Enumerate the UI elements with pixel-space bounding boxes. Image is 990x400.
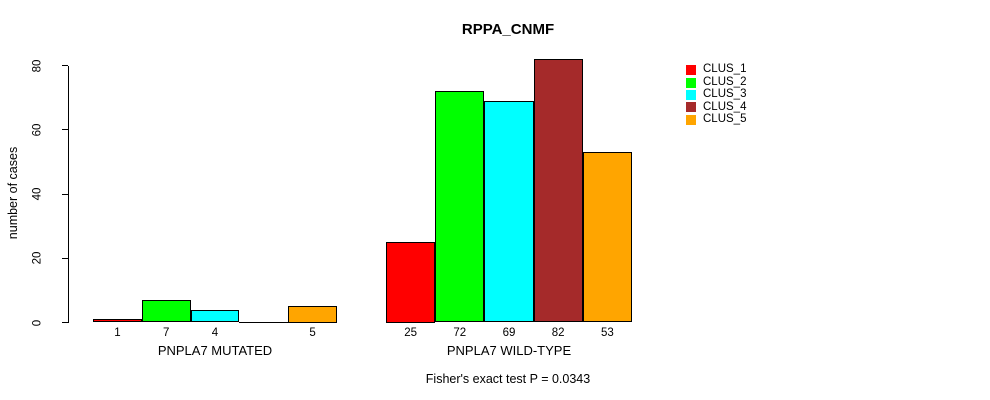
legend-swatch-clus_3 xyxy=(686,89,696,100)
y-tick-mark xyxy=(61,193,68,195)
y-tick-label: 0 xyxy=(31,319,44,326)
y-tick-label: 20 xyxy=(31,251,44,265)
bar-value-label: 69 xyxy=(502,327,516,339)
legend-label: CLUS_3 xyxy=(703,88,747,101)
bar-value-label: 25 xyxy=(404,327,417,339)
legend-swatch-clus_5 xyxy=(686,114,696,125)
y-tick-mark xyxy=(61,65,68,66)
bar-value-label: 4 xyxy=(211,327,219,339)
legend-label: CLUS_4 xyxy=(703,100,747,113)
legend-swatch-clus_1 xyxy=(686,65,696,76)
bar-value-label: 1 xyxy=(114,327,121,339)
y-tick-label: 60 xyxy=(31,123,44,137)
group-label-2: PNPLA7 WILD-TYPE xyxy=(446,343,572,358)
bar-value-label: 72 xyxy=(453,327,467,339)
annotation-text: Fisher's exact test P = 0.0343 xyxy=(425,372,591,386)
y-tick-label: 80 xyxy=(31,59,44,72)
legend-row-clus_5: CLUS_5 xyxy=(686,113,747,126)
legend-row-clus_4: CLUS_4 xyxy=(686,101,746,113)
legend-row-clus_2: CLUS_2 xyxy=(686,76,746,88)
legend-swatch-clus_4 xyxy=(686,102,696,113)
bar-clus_3-group1 xyxy=(190,309,240,323)
bar-clus_3-group2 xyxy=(484,100,534,323)
legend: CLUS_1 CLUS_2 CLUS_3 CLUS_4 CLUS_5 xyxy=(686,64,746,126)
bar-value-label: 7 xyxy=(162,327,170,339)
y-axis-label: number of cases xyxy=(6,146,20,240)
chart-title: RPPA_CNMF xyxy=(461,21,555,38)
legend-swatch-clus_2 xyxy=(686,77,696,88)
legend-label: CLUS_5 xyxy=(703,113,747,125)
y-axis-line xyxy=(67,65,69,323)
bar-clus_2-group2 xyxy=(435,91,485,323)
bar-clus_2-group1 xyxy=(141,300,191,323)
legend-label: CLUS_2 xyxy=(703,75,747,88)
y-tick-mark xyxy=(61,257,68,259)
y-tick-mark xyxy=(61,322,68,323)
bar-clus_4-group2 xyxy=(533,59,583,323)
y-tick-mark xyxy=(61,129,68,131)
bar-clus_1-group1 xyxy=(93,319,142,323)
legend-label: CLUS_1 xyxy=(703,63,747,76)
bar-clus_5-group1 xyxy=(288,306,337,323)
bar-value-label: 82 xyxy=(551,327,565,339)
group-label-1: PNPLA7 MUTATED xyxy=(157,343,273,358)
bar-clus_1-group2 xyxy=(386,242,436,323)
bar-clus_5-group2 xyxy=(582,152,632,323)
bar-clus_4-group1-zero xyxy=(239,322,289,323)
legend-row-clus_1: CLUS_1 xyxy=(686,64,746,76)
legend-row-clus_3: CLUS_3 xyxy=(686,89,746,101)
bar-value-label: 53 xyxy=(600,327,614,339)
y-tick-label: 40 xyxy=(31,187,44,201)
bar-value-label: 5 xyxy=(309,327,316,339)
